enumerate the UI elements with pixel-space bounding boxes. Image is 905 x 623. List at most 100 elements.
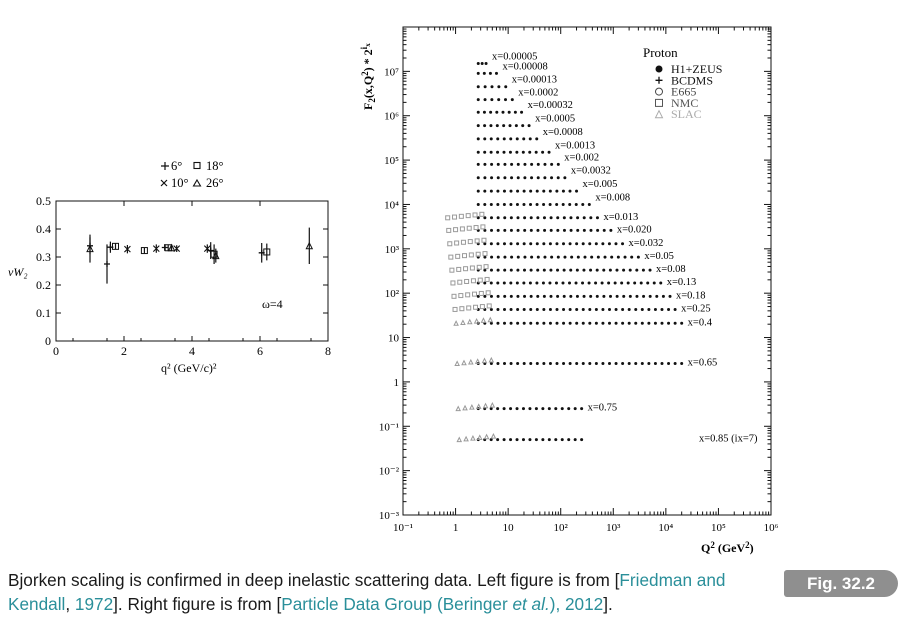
marker-dot	[621, 361, 625, 365]
marker-dot	[496, 438, 500, 442]
marker-square	[464, 278, 470, 284]
marker-dot	[634, 307, 638, 311]
citation-etal[interactable]: et al.	[512, 594, 550, 614]
citation-year-2012[interactable]: 2012	[565, 594, 604, 614]
marker-dot	[615, 294, 619, 298]
citation-link-pdg-close[interactable]: ),	[549, 594, 565, 614]
marker-square	[470, 278, 476, 284]
marker-dot	[589, 268, 593, 272]
marker-square	[458, 293, 464, 299]
marker-dot	[529, 202, 533, 206]
marker-dot	[549, 216, 553, 220]
y-tick-label: 10²	[385, 288, 400, 300]
marker-dot	[483, 176, 487, 180]
marker-dot	[490, 255, 494, 259]
citation-link-friedman-kendall[interactable]: Friedman and Kendall	[8, 570, 726, 614]
marker-dot	[529, 216, 533, 220]
marker-dot	[496, 216, 500, 220]
marker-square	[452, 214, 458, 220]
marker-dot	[522, 361, 526, 365]
marker-triangle	[470, 435, 476, 441]
marker-dot	[640, 321, 644, 325]
marker-triangle	[305, 241, 314, 250]
marker-dot	[582, 216, 586, 220]
marker-circle	[655, 87, 663, 96]
marker-dot	[542, 361, 546, 365]
marker-dot	[502, 321, 506, 325]
marker-dot	[483, 162, 487, 166]
marker-dot	[509, 268, 513, 272]
citation-link-pdg[interactable]: Particle Data Group (Beringer	[281, 594, 513, 614]
marker-dot	[573, 407, 577, 411]
marker-dot	[588, 321, 592, 325]
marker-dot	[615, 268, 619, 272]
marker-dot	[550, 176, 554, 180]
marker-dot	[563, 176, 567, 180]
marker-dot	[510, 255, 514, 259]
marker-square	[462, 253, 468, 259]
marker-dot	[600, 281, 604, 285]
marker-dot	[568, 189, 572, 193]
marker-dot	[489, 294, 493, 298]
marker-dot	[483, 85, 487, 89]
marker-dot	[648, 268, 652, 272]
bin-label: x=0.032	[629, 238, 664, 249]
right-points	[445, 62, 684, 443]
marker-dot	[476, 110, 480, 114]
y-tick-label: 10³	[385, 244, 400, 256]
marker-square	[466, 225, 472, 231]
marker-dot	[502, 407, 506, 411]
marker-dot	[476, 189, 480, 193]
marker-dot	[555, 307, 559, 311]
marker-dot	[529, 321, 533, 325]
marker-dot	[476, 176, 480, 180]
marker-dot	[489, 242, 493, 246]
marker-dot	[628, 294, 632, 298]
marker-dot	[480, 62, 484, 66]
marker-dot	[627, 321, 631, 325]
marker-dot	[550, 255, 554, 259]
marker-dot	[590, 255, 594, 259]
marker-dot	[496, 307, 500, 311]
marker-dot	[652, 281, 656, 285]
marker-dot	[503, 255, 507, 259]
marker-dot	[476, 71, 480, 75]
marker-dot	[536, 294, 540, 298]
marker-dot	[530, 176, 534, 180]
y-tick-label: 10	[388, 333, 400, 345]
marker-dot	[548, 242, 552, 246]
y-tick-label: 0.3	[36, 250, 51, 264]
marker-triangle	[460, 319, 466, 325]
y-tick-label: 10⁴	[384, 199, 399, 211]
marker-triangle	[476, 434, 483, 440]
marker-dot	[502, 242, 506, 246]
marker-dot	[647, 321, 651, 325]
marker-dot	[569, 294, 573, 298]
marker-dot	[523, 216, 527, 220]
marker-dot	[588, 307, 592, 311]
marker-dot	[554, 281, 558, 285]
marker-dot	[607, 321, 611, 325]
marker-dot	[589, 294, 593, 298]
y-tick-label: 0.2	[36, 278, 51, 292]
marker-dot	[587, 281, 591, 285]
marker-dot	[563, 255, 567, 259]
bin-label: x=0.008	[595, 192, 630, 203]
marker-dot	[556, 255, 560, 259]
marker-dot	[502, 361, 506, 365]
marker-triangle	[466, 318, 473, 325]
marker-dot	[575, 321, 579, 325]
marker-dot	[567, 438, 571, 442]
marker-dot	[509, 407, 513, 411]
marker-dot	[601, 242, 605, 246]
marker-dot	[576, 228, 580, 232]
marker-dot	[495, 110, 499, 114]
marker-triangle	[473, 317, 480, 324]
marker-dot	[589, 216, 593, 220]
marker-dot	[554, 438, 558, 442]
citation-year-1972[interactable]: 1972	[74, 594, 114, 614]
marker-dot	[580, 407, 584, 411]
marker-dot	[562, 228, 566, 232]
marker-dot	[640, 307, 644, 311]
